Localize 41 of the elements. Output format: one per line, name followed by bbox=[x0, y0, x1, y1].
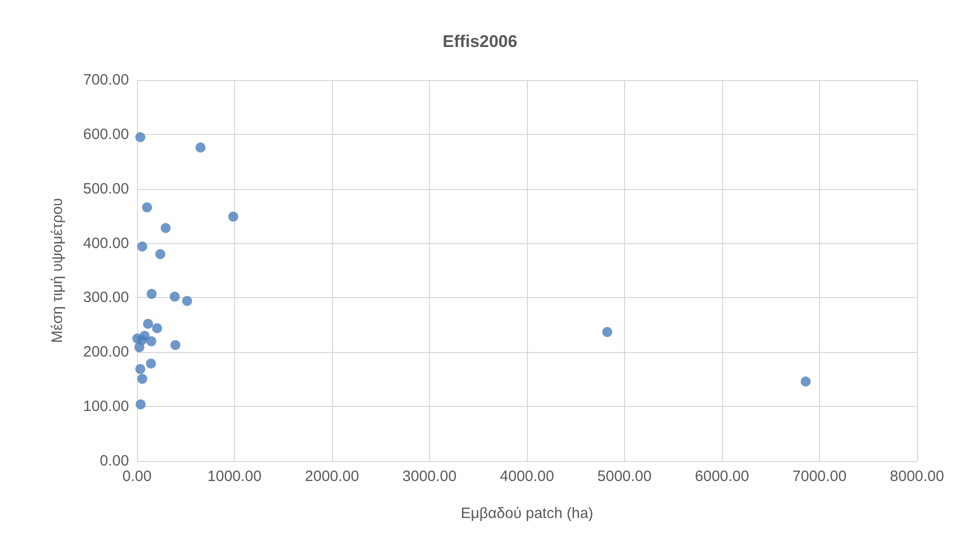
x-tick-label: 0.00 bbox=[122, 468, 152, 485]
chart-title: Effis2006 bbox=[442, 32, 518, 51]
y-tick-label: 0.00 bbox=[100, 452, 129, 470]
point bbox=[135, 364, 146, 374]
y-tick-label: 400.00 bbox=[83, 234, 129, 252]
point bbox=[182, 296, 192, 306]
x-tick-label: 7000.00 bbox=[792, 468, 847, 485]
y-tick-label: 700.00 bbox=[83, 72, 129, 88]
point bbox=[137, 242, 148, 252]
y-tick-label: 500.00 bbox=[83, 180, 129, 198]
point bbox=[170, 340, 180, 350]
point bbox=[602, 327, 612, 337]
point bbox=[146, 336, 156, 346]
y-axis-title: Μέση τιμή υψομέτρου bbox=[49, 198, 66, 343]
x-axis-title: Εμβαδού patch (ha) bbox=[460, 505, 594, 522]
x-tick-label: 2000.00 bbox=[304, 468, 360, 485]
y-tick-label: 600.00 bbox=[83, 126, 129, 143]
y-tick-label: 300.00 bbox=[83, 289, 129, 306]
point bbox=[152, 323, 162, 334]
point bbox=[143, 318, 154, 329]
x-tick-label: 3000.00 bbox=[402, 468, 457, 485]
x-tick-label: 4000.00 bbox=[500, 468, 554, 485]
point bbox=[137, 374, 148, 384]
x-tick-label: 5000.00 bbox=[597, 468, 652, 485]
point bbox=[136, 399, 146, 410]
point bbox=[142, 202, 152, 212]
x-tick-label: 8000.00 bbox=[890, 468, 944, 485]
point bbox=[195, 142, 206, 152]
y-tick-label: 200.00 bbox=[83, 344, 129, 361]
point bbox=[800, 376, 811, 387]
point bbox=[146, 288, 157, 299]
point bbox=[228, 212, 238, 222]
point bbox=[135, 132, 146, 142]
point bbox=[160, 223, 171, 234]
y-tick-label: 100.00 bbox=[83, 398, 129, 416]
point bbox=[170, 292, 180, 302]
point bbox=[136, 335, 147, 346]
point bbox=[155, 249, 166, 260]
x-tick-label: 6000.00 bbox=[694, 468, 750, 485]
x-tick-label: 1000.00 bbox=[207, 468, 262, 485]
point bbox=[146, 358, 156, 369]
